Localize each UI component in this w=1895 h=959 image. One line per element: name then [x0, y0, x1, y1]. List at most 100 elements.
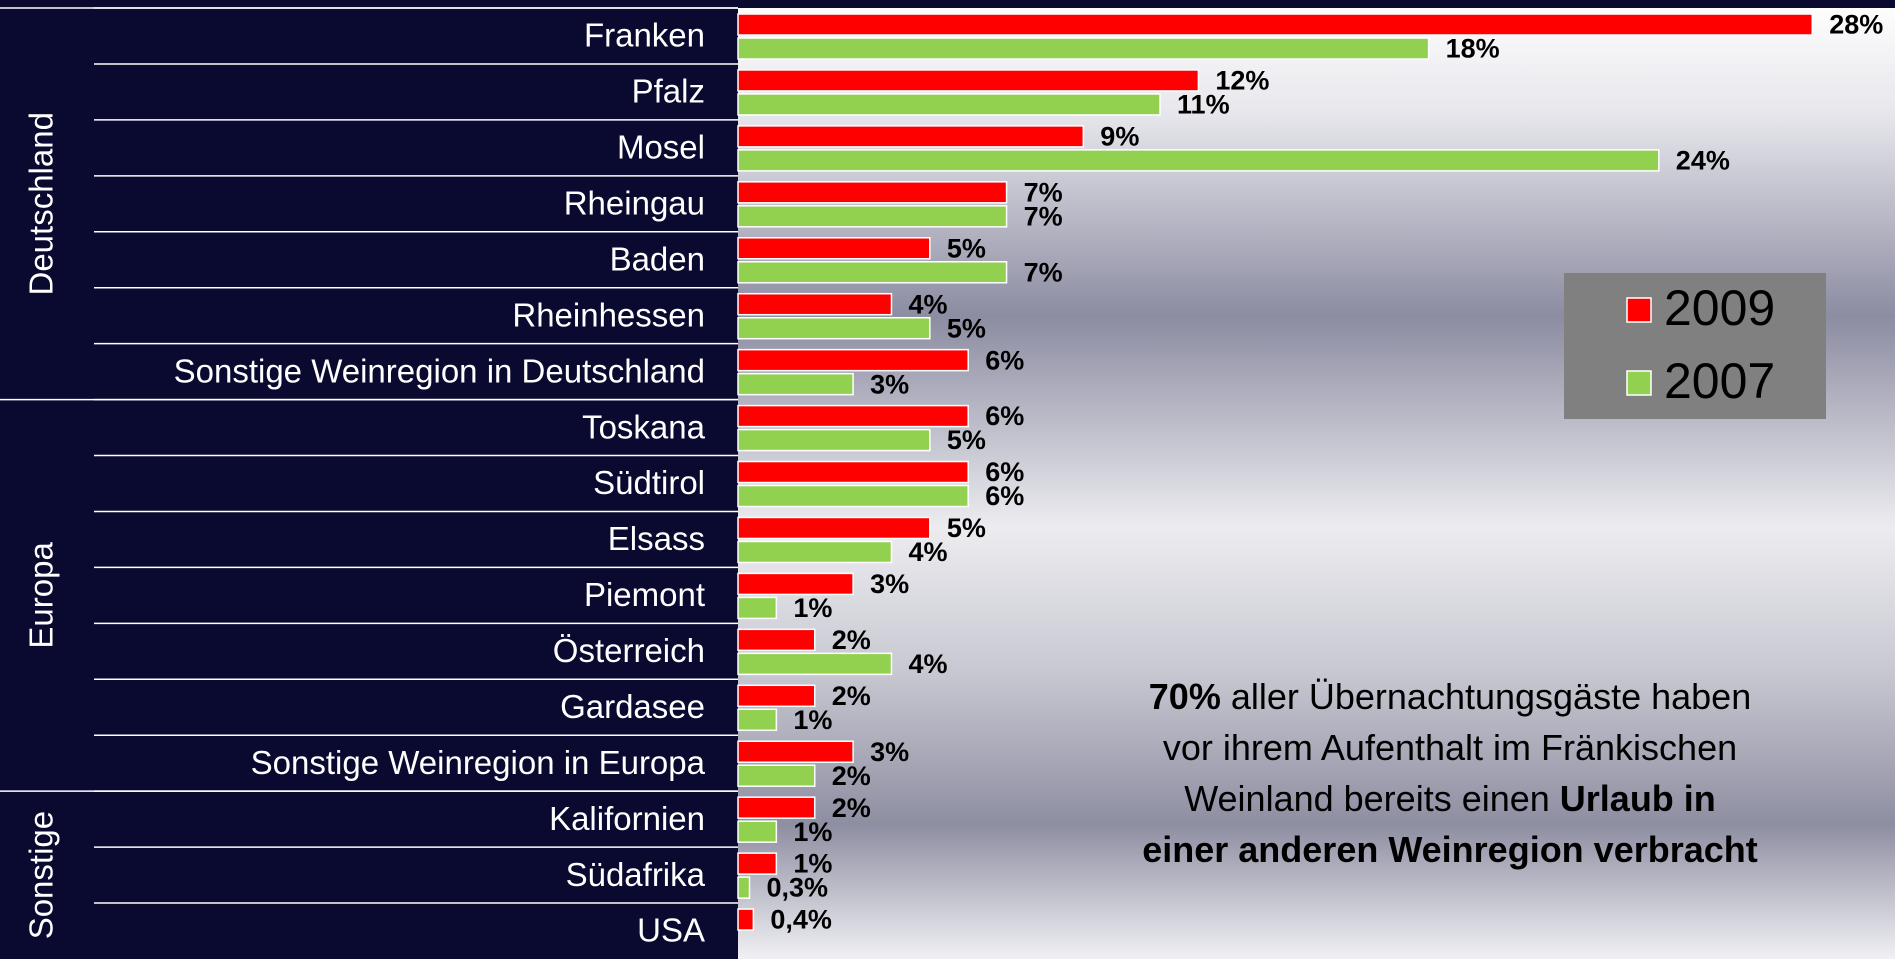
category-label: Franken — [584, 17, 705, 54]
value-label: 6% — [985, 457, 1024, 487]
bar — [737, 181, 1008, 204]
value-label: 1% — [793, 849, 832, 879]
category-label: Südtirol — [593, 464, 705, 501]
bar — [737, 764, 816, 787]
bar — [737, 684, 816, 708]
category-label: USA — [637, 912, 705, 949]
bar — [737, 652, 893, 676]
value-label: 2% — [832, 681, 871, 711]
bar — [737, 484, 969, 508]
value-label: 3% — [870, 369, 909, 399]
value-label: 3% — [870, 569, 909, 599]
annotation-line: Weinland bereits einen Urlaub in — [1184, 778, 1716, 819]
value-label: 0,3% — [767, 873, 829, 903]
group-label: Europa — [23, 542, 60, 649]
label-panel — [0, 0, 738, 959]
legend-label: 2009 — [1664, 280, 1775, 336]
bar — [737, 740, 854, 763]
value-label: 5% — [947, 513, 986, 543]
category-label: Elsass — [608, 520, 705, 557]
value-label: 28% — [1829, 10, 1883, 40]
value-label: 12% — [1215, 66, 1269, 96]
value-label: 7% — [1024, 201, 1063, 231]
bar — [737, 316, 931, 340]
value-label: 9% — [1100, 122, 1139, 152]
bar — [737, 708, 778, 732]
category-label: Toskana — [582, 408, 706, 445]
bar — [737, 372, 854, 396]
value-label: 2% — [832, 793, 871, 823]
bar — [737, 428, 931, 452]
bar — [737, 69, 1200, 92]
value-label: 11% — [1177, 90, 1230, 120]
legend-swatch — [1626, 297, 1652, 323]
value-label: 2% — [832, 625, 871, 655]
value-label: 5% — [947, 425, 986, 455]
annotation-text: 70% — [1149, 676, 1221, 717]
category-label: Pfalz — [632, 73, 705, 110]
value-label: 2% — [832, 761, 871, 791]
category-label: Rheinhessen — [512, 296, 705, 333]
bar — [737, 93, 1161, 116]
bar — [737, 876, 751, 899]
group-label: Sonstige — [23, 811, 60, 939]
bar — [737, 628, 816, 652]
bar — [737, 516, 931, 540]
category-label: Sonstige Weinregion in Deutschland — [174, 352, 705, 389]
category-label: Rheingau — [564, 185, 705, 222]
annotation-text: Urlaub in — [1560, 778, 1716, 819]
bar — [737, 596, 778, 620]
value-label: 3% — [870, 737, 909, 767]
value-label: 6% — [985, 481, 1024, 511]
bar — [737, 292, 893, 316]
category-label: Mosel — [617, 129, 705, 166]
bar — [737, 261, 1008, 284]
bar — [737, 37, 1430, 60]
value-label: 4% — [908, 289, 947, 319]
value-label: 1% — [793, 705, 832, 735]
annotation-text: aller Übernachtungsgäste haben — [1221, 676, 1751, 717]
bar — [737, 348, 969, 372]
value-label: 4% — [908, 649, 947, 679]
value-label: 6% — [985, 401, 1024, 431]
bar — [737, 820, 778, 843]
annotation-text: vor ihrem Aufenthalt im Fränkischen — [1163, 727, 1737, 768]
category-label: Sonstige Weinregion in Europa — [251, 744, 706, 781]
value-label: 1% — [793, 593, 832, 623]
legend-label: 2007 — [1664, 353, 1775, 409]
category-label: Baden — [610, 240, 705, 277]
top-strip — [0, 0, 1895, 8]
value-label: 0,4% — [770, 905, 832, 935]
annotation-text: einer anderen Weinregion verbracht — [1142, 829, 1758, 870]
group-label: Deutschland — [23, 112, 60, 295]
value-label: 6% — [985, 345, 1024, 375]
category-label: Gardasee — [560, 688, 705, 725]
value-label: 7% — [1024, 177, 1063, 207]
legend-box — [1564, 273, 1826, 419]
bar — [737, 13, 1814, 36]
bar — [737, 572, 854, 596]
bar — [737, 852, 778, 875]
value-label: 5% — [947, 233, 986, 263]
bar — [737, 796, 816, 819]
bar — [737, 149, 1660, 172]
value-label: 4% — [908, 537, 947, 567]
annotation-line: einer anderen Weinregion verbracht — [1142, 829, 1758, 870]
category-label: Piemont — [584, 576, 705, 613]
value-label: 5% — [947, 313, 986, 343]
value-label: 1% — [793, 817, 832, 847]
bar — [737, 237, 931, 260]
annotation-line: 70% aller Übernachtungsgäste haben — [1149, 676, 1751, 717]
category-label: Kalifornien — [549, 800, 705, 837]
bar — [737, 460, 969, 484]
bar — [737, 404, 969, 428]
bar — [737, 540, 893, 564]
category-label: Österreich — [553, 632, 705, 669]
category-label: Südafrika — [566, 856, 706, 893]
bar — [737, 125, 1085, 148]
value-label: 7% — [1024, 257, 1063, 287]
annotation-line: vor ihrem Aufenthalt im Fränkischen — [1163, 727, 1737, 768]
annotation-text: Weinland bereits einen — [1184, 778, 1560, 819]
bar — [737, 908, 755, 931]
